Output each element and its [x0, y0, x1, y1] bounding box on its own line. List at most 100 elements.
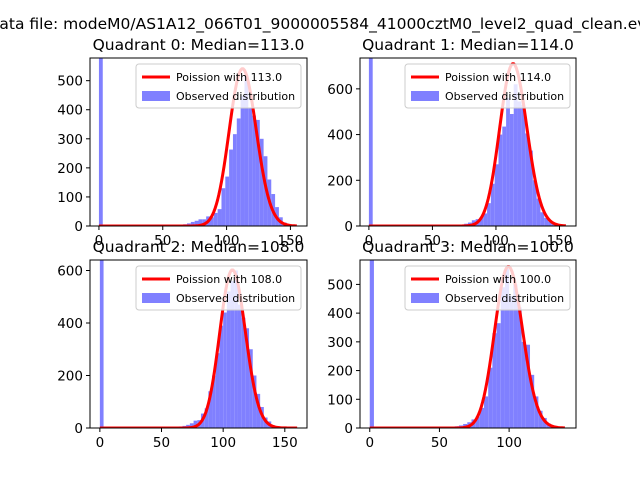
quadrant-panel-0: 0 50 100 150 0 100 200 300 400 500 Quadrant 0: Med…	[57, 36, 308, 249]
legend-label-observed: Observed distribution	[445, 292, 564, 305]
x-tick-label: 0	[96, 435, 105, 451]
histogram-bar	[240, 95, 245, 226]
histogram-bar	[99, 260, 104, 428]
y-tick-label: 300	[327, 335, 353, 351]
y-tick-label: 500	[327, 277, 353, 293]
y-tick-label: 600	[327, 82, 353, 98]
legend-bar-swatch	[142, 91, 170, 101]
x-tick-label: 50	[153, 435, 170, 451]
x-tick-label: 0	[365, 233, 374, 249]
histogram-bar	[548, 221, 552, 226]
histogram-bar	[504, 268, 510, 428]
panel-title: Quadrant 2: Median=108.0	[93, 238, 305, 256]
histogram-bar	[528, 150, 533, 226]
x-tick-label: 150	[547, 233, 573, 249]
axes-frame	[359, 57, 577, 227]
histogram-bar	[517, 307, 522, 428]
histogram-bar	[538, 410, 543, 428]
histogram-bar	[496, 323, 501, 428]
y-tick-label: 100	[57, 190, 83, 206]
histogram-bar	[189, 423, 194, 428]
x-tick-label: 100	[214, 233, 240, 249]
histogram-bar	[241, 317, 246, 428]
y-tick-label: 0	[74, 421, 83, 437]
histogram-bar	[479, 407, 485, 428]
histogram-bar	[532, 180, 537, 226]
histogram-bar	[483, 213, 488, 226]
histogram-bar	[525, 344, 531, 428]
plot-area-3	[369, 260, 565, 428]
histogram-bar	[249, 349, 253, 428]
histogram-bar	[208, 391, 213, 428]
histogram-bar	[368, 58, 373, 226]
histogram-bar	[215, 353, 220, 428]
legend-label-poisson: Poission with 100.0	[445, 273, 551, 286]
legend: Poission with 113.0 Observed distribution	[135, 63, 302, 109]
histogram-bar	[212, 375, 216, 428]
histogram-bar	[488, 367, 493, 428]
histogram-bar	[517, 101, 522, 226]
quadrant-panel-2: 0 50 100 150 0 200 400 600 Quadrant 2: Median=10…	[57, 238, 308, 451]
legend-box	[135, 63, 302, 109]
legend-box	[404, 63, 571, 109]
legend: Poission with 100.0 Observed distribution	[404, 265, 571, 311]
y-tick-label: 300	[57, 132, 83, 148]
histogram-bar	[229, 149, 233, 226]
histogram-bar	[232, 134, 237, 226]
histogram-bar	[502, 126, 507, 226]
legend-bar-swatch	[411, 91, 439, 101]
histogram-bar	[540, 212, 545, 226]
histogram-bar	[230, 281, 235, 428]
legend-box	[404, 265, 571, 311]
histogram-bar	[506, 98, 510, 226]
plot-area-2	[99, 260, 298, 428]
histogram-bar	[248, 108, 253, 226]
histogram-bar	[237, 304, 242, 428]
histogram-bar	[256, 393, 261, 428]
y-tick-label: 500	[57, 74, 83, 90]
histogram-bar	[234, 270, 238, 428]
panel-title: Quadrant 1: Median=114.0	[362, 36, 574, 54]
x-tick-label: 50	[431, 435, 448, 451]
histogram-bar	[244, 74, 249, 226]
axes-frame	[89, 57, 308, 227]
x-tick-label: 0	[365, 435, 374, 451]
y-tick-label: 100	[327, 392, 353, 408]
y-tick-label: 200	[327, 173, 353, 189]
y-tick-label: 200	[57, 161, 83, 177]
y-tick-label: 400	[57, 103, 83, 119]
x-tick-label: 50	[424, 233, 441, 249]
quadrant-panel-3: 0 50 100 0 100 200 300 400 500 Quadrant 3: Median…	[327, 238, 577, 451]
histogram-bar	[219, 325, 224, 428]
x-tick-label: 150	[278, 233, 304, 249]
histogram-bar	[530, 374, 535, 428]
figure-suptitle: Data file: modeM0/AS1A12_066T01_90000055…	[0, 15, 640, 34]
histogram-bar	[498, 134, 503, 226]
poisson-curve	[99, 268, 298, 428]
panel-title: Quadrant 3: Median=100.0	[362, 238, 574, 256]
histogram-bar	[245, 328, 250, 428]
histogram-bar	[190, 221, 195, 226]
legend-label-poisson: Poission with 113.0	[176, 71, 282, 84]
legend-bar-swatch	[142, 293, 170, 303]
plot-area-1	[368, 58, 567, 226]
y-tick-label: 400	[57, 316, 83, 332]
legend-label-observed: Observed distribution	[176, 90, 295, 103]
y-tick-label: 200	[327, 364, 353, 380]
histogram-bar	[479, 217, 484, 226]
y-tick-label: 600	[57, 264, 83, 280]
histogram-bar	[204, 408, 209, 428]
x-tick-label: 100	[483, 233, 509, 249]
axes-frame	[89, 259, 308, 429]
x-tick-label: 0	[95, 233, 104, 249]
legend: Poission with 114.0 Observed distribution	[404, 63, 571, 109]
poisson-curve	[369, 265, 565, 428]
histogram-bar	[223, 312, 227, 428]
histogram-bar	[259, 138, 264, 226]
legend-label-observed: Observed distribution	[445, 90, 564, 103]
y-tick-label: 0	[344, 421, 353, 437]
legend-bar-swatch	[411, 293, 439, 303]
histogram-bar	[98, 58, 103, 226]
histogram-bar	[492, 333, 497, 428]
histogram-bar	[487, 203, 491, 226]
